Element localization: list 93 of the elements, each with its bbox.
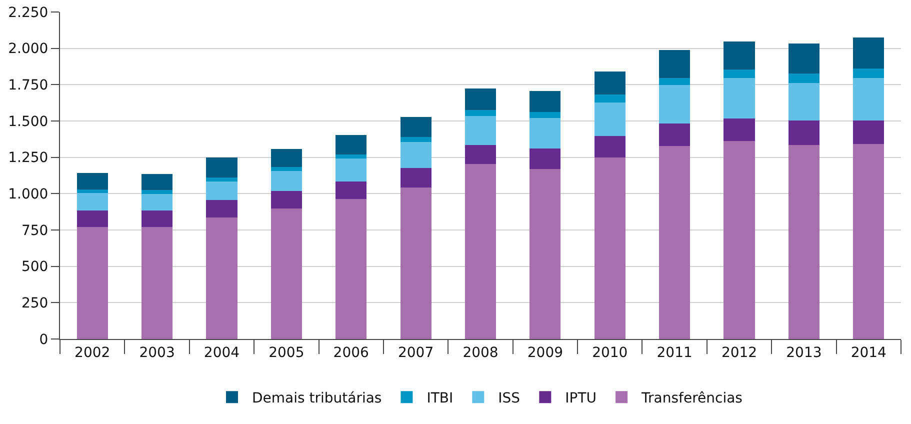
y-tick-label: 1.750 <box>8 78 48 94</box>
x-tick-label: 2009 <box>527 344 564 361</box>
bar <box>142 174 173 190</box>
bar <box>464 116 496 145</box>
bar <box>594 94 626 102</box>
bar <box>659 84 690 124</box>
y-tick-label: 750 <box>21 222 48 239</box>
bar <box>464 110 496 116</box>
bar <box>206 157 238 178</box>
bar <box>336 198 367 339</box>
y-tick-label: 2.000 <box>8 41 48 58</box>
bar <box>270 191 302 209</box>
bar <box>400 116 432 138</box>
x-tick-label: 2002 <box>74 344 110 361</box>
x-tick-label: 2011 <box>656 344 692 361</box>
x-tick-label: 2007 <box>398 344 434 361</box>
bar <box>724 118 755 141</box>
legend-label: Demais tributárias <box>252 390 382 407</box>
bar <box>142 226 173 339</box>
bar <box>76 210 108 227</box>
bar <box>594 102 626 136</box>
bar <box>724 69 755 78</box>
bar <box>788 83 820 121</box>
bar <box>788 43 820 74</box>
bar <box>594 136 626 158</box>
bar <box>270 208 302 339</box>
bar <box>206 178 238 182</box>
y-tick-label: 2.250 <box>8 4 48 21</box>
x-tick-label: 2008 <box>462 344 498 361</box>
bar <box>206 217 238 339</box>
legend-label: Transferências <box>640 390 742 407</box>
bar <box>76 172 108 190</box>
y-tick-label: 1.000 <box>8 186 48 203</box>
bar <box>594 71 626 95</box>
bar <box>76 189 108 194</box>
bar <box>659 50 690 78</box>
bar <box>530 118 561 149</box>
bar <box>530 168 561 339</box>
y-tick-label: 1.250 <box>8 150 48 166</box>
bar <box>530 90 561 112</box>
x-tick-label: 2003 <box>139 344 175 361</box>
y-tick-label: 500 <box>21 259 48 276</box>
bar <box>400 142 432 168</box>
bar <box>400 168 432 188</box>
bar <box>142 194 173 211</box>
legend-label: ISS <box>498 390 520 407</box>
bar <box>206 182 238 200</box>
bar <box>530 148 561 169</box>
bar <box>336 154 367 158</box>
bar <box>659 124 690 146</box>
x-tick-label: 2005 <box>268 344 304 361</box>
bar <box>724 42 755 70</box>
bar <box>400 137 432 142</box>
bar <box>270 170 302 192</box>
bar <box>142 210 173 227</box>
bar <box>659 78 690 85</box>
y-tick-label: 250 <box>21 296 48 312</box>
bar <box>336 135 367 154</box>
bar <box>788 144 820 339</box>
bar <box>788 120 820 145</box>
bar <box>724 140 755 339</box>
x-tick-label: 2013 <box>786 344 822 361</box>
bar <box>464 88 496 110</box>
x-tick-label: 2012 <box>721 344 758 361</box>
bar <box>724 78 755 119</box>
bar <box>270 167 302 171</box>
bar <box>853 78 884 121</box>
bar <box>659 146 690 339</box>
bar <box>76 226 108 339</box>
bar <box>594 157 626 339</box>
bar <box>853 120 884 144</box>
bar <box>788 73 820 84</box>
legend-label: ITBI <box>426 390 454 407</box>
x-tick-label: 2004 <box>204 344 240 361</box>
bar <box>76 193 108 211</box>
legend-label: IPTU <box>565 390 597 407</box>
bar <box>530 112 561 118</box>
y-tick-label: 0 <box>39 332 48 348</box>
x-tick-label: 2006 <box>333 344 370 361</box>
bar <box>853 68 884 78</box>
bar <box>464 164 496 339</box>
bar <box>206 200 238 218</box>
bar <box>464 144 496 164</box>
x-tick-label: 2010 <box>592 344 628 361</box>
bar <box>853 38 884 69</box>
x-tick-label: 2014 <box>850 344 887 361</box>
y-tick-label: 1.500 <box>8 114 48 130</box>
bar <box>336 182 367 199</box>
bar <box>400 187 432 339</box>
bar <box>853 144 884 339</box>
bar <box>270 148 302 168</box>
bar <box>142 190 173 194</box>
bar <box>336 158 367 182</box>
